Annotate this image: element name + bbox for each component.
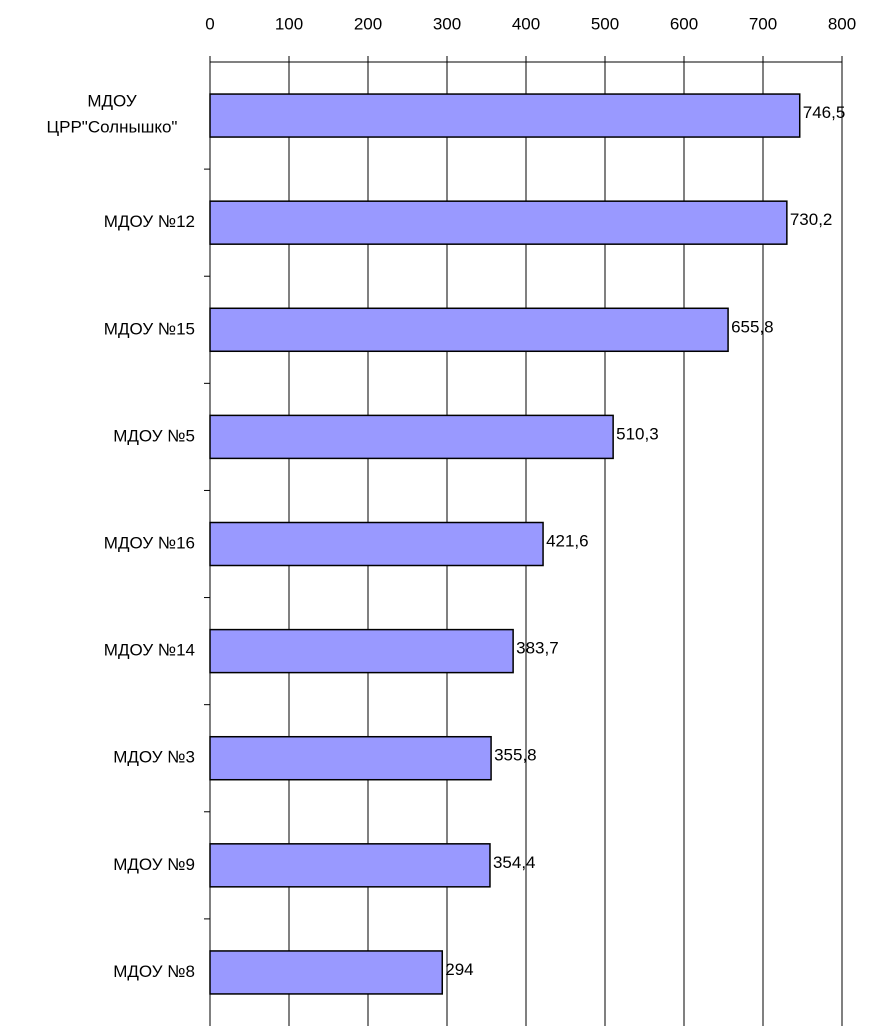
x-tick-label: 500 (591, 14, 619, 33)
bar (209, 521, 544, 567)
x-tick-label: 700 (749, 14, 777, 33)
y-tick-label: МДОУ ЦРР"Солнышко" (47, 92, 178, 137)
y-tick-label: МДОУ №5 (113, 426, 195, 445)
x-tick-label: 300 (433, 14, 461, 33)
bar (209, 628, 514, 674)
y-tick-label: МДОУ №9 (113, 855, 195, 874)
y-tick-label: МДОУ №12 (104, 212, 195, 231)
value-label: 354,4 (493, 853, 536, 872)
x-tick-label: 800 (828, 14, 856, 33)
x-tick-label: 600 (670, 14, 698, 33)
bar (209, 843, 491, 888)
y-tick-label: МДОУ №16 (104, 533, 195, 552)
x-tick-label: 0 (205, 14, 214, 33)
y-tick-label: МДОУ №14 (104, 641, 195, 660)
value-label: 383,7 (516, 639, 559, 658)
y-tick-label: МДОУ №15 (104, 319, 195, 338)
y-tick-label: МДОУ №3 (113, 748, 195, 767)
bar (209, 950, 444, 995)
x-tick-label: 200 (354, 14, 382, 33)
y-tick-label: МДОУ №8 (113, 962, 195, 981)
bar (209, 307, 729, 353)
value-label: 746,5 (803, 103, 846, 122)
bar (209, 93, 801, 138)
value-label: 294 (445, 960, 473, 979)
x-tick-label: 400 (512, 14, 540, 33)
bar (209, 200, 788, 245)
value-label: 730,2 (790, 210, 833, 229)
value-label: 355,8 (494, 746, 537, 765)
x-tick-label: 100 (275, 14, 303, 33)
bar (209, 735, 492, 781)
value-label: 421,6 (546, 531, 589, 550)
bar (209, 414, 614, 460)
value-label: 655,8 (731, 317, 774, 336)
value-label: 510,3 (616, 424, 659, 443)
